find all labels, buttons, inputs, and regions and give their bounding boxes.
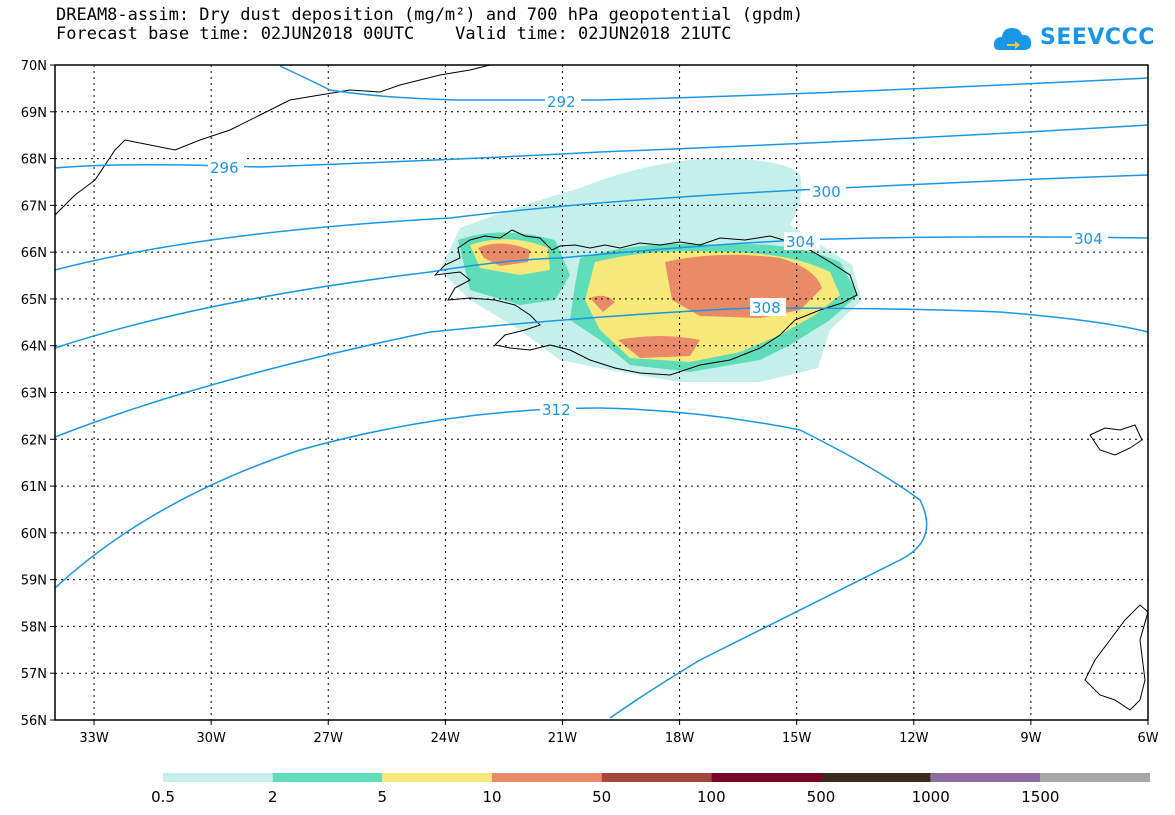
legend-label: 50 <box>592 788 611 806</box>
contour-labels: 292 296 300 304 304 308 312 <box>208 92 1108 419</box>
contour-300 <box>54 174 1149 271</box>
lat-tick-label: 57N <box>21 667 47 682</box>
cloud-logo-icon <box>993 28 1032 50</box>
lon-tick-label: 24W <box>431 731 461 746</box>
lat-tick-label: 65N <box>21 293 47 308</box>
iceland-coastline <box>433 229 858 376</box>
contour-label: 312 <box>542 401 571 419</box>
lat-tick-label: 56N <box>21 714 47 729</box>
contour-label: 292 <box>547 93 576 111</box>
lon-tick-label: 30W <box>196 731 226 746</box>
lat-tick-label: 67N <box>21 199 47 214</box>
legend-label: 100 <box>697 788 726 806</box>
lat-tick-label: 59N <box>21 574 47 589</box>
longitude-labels: 33W 30W 27W 24W 21W 18W 15W 12W 9W 6W <box>79 720 1159 746</box>
chart-title: DREAM8-assim: Dry dust deposition (mg/m²… <box>56 5 804 25</box>
color-legend: 0.5 2 5 10 50 100 500 1000 1500 <box>151 773 1150 806</box>
greenland-coastline <box>54 64 491 216</box>
contour-label: 300 <box>812 183 841 201</box>
lon-tick-label: 27W <box>314 731 344 746</box>
lon-tick-label: 12W <box>899 731 929 746</box>
dust-fill-layer <box>440 158 862 382</box>
legend-label: 1000 <box>912 788 950 806</box>
lon-tick-label: 21W <box>548 731 578 746</box>
contour-292 <box>279 65 1149 101</box>
dust-area-orange-sw <box>590 295 615 312</box>
legend-swatch <box>163 773 273 782</box>
lat-tick-label: 63N <box>21 387 47 402</box>
lat-tick-label: 61N <box>21 480 47 495</box>
lat-tick-label: 68N <box>21 153 47 168</box>
lon-tick-label: 18W <box>665 731 695 746</box>
lat-tick-label: 66N <box>21 246 47 261</box>
legend-swatch <box>492 773 602 782</box>
contour-296 <box>54 124 1149 169</box>
contour-label: 296 <box>210 159 239 177</box>
contour-308 <box>54 307 1149 438</box>
coastline-layer <box>54 64 1149 711</box>
legend-swatch <box>1040 773 1150 782</box>
lat-tick-label: 64N <box>21 340 47 355</box>
contour-304 <box>54 236 1149 349</box>
legend-swatch <box>272 773 383 782</box>
lon-tick-label: 6W <box>1137 731 1158 746</box>
legend-label: 500 <box>807 788 836 806</box>
legend-label: 5 <box>378 788 388 806</box>
lat-tick-label: 70N <box>21 59 47 74</box>
lon-tick-label: 9W <box>1020 731 1041 746</box>
chart-subtitle: Forecast base time: 02JUN2018 00UTC Vali… <box>56 24 732 44</box>
lon-tick-label: 33W <box>79 731 109 746</box>
legend-label: 0.5 <box>151 788 175 806</box>
lat-tick-label: 62N <box>21 433 47 448</box>
faroe-coastline <box>1089 424 1143 456</box>
lon-tick-label: 15W <box>782 731 812 746</box>
lat-tick-label: 60N <box>21 527 47 542</box>
legend-swatch <box>601 773 712 782</box>
legend-label: 10 <box>482 788 501 806</box>
contour-label: 304 <box>1074 230 1103 248</box>
legend-swatch <box>711 773 821 782</box>
contour-312 <box>54 407 928 719</box>
logo-text: SEEVCCC <box>1040 25 1155 50</box>
legend-swatch <box>382 773 492 782</box>
legend-label: 2 <box>268 788 278 806</box>
legend-swatch <box>821 773 931 782</box>
legend-swatch <box>930 773 1041 782</box>
latitude-labels: 56N 57N 58N 59N 60N 61N 62N 63N 64N 65N 66N 67N 68N 6… <box>21 59 55 729</box>
contour-label: 304 <box>786 233 815 251</box>
lat-tick-label: 58N <box>21 620 47 635</box>
contour-label: 308 <box>752 299 781 317</box>
lat-tick-label: 69N <box>21 106 47 121</box>
scotland-coastline <box>1084 604 1149 711</box>
legend-label: 1500 <box>1021 788 1059 806</box>
geopotential-contours <box>54 65 1149 719</box>
